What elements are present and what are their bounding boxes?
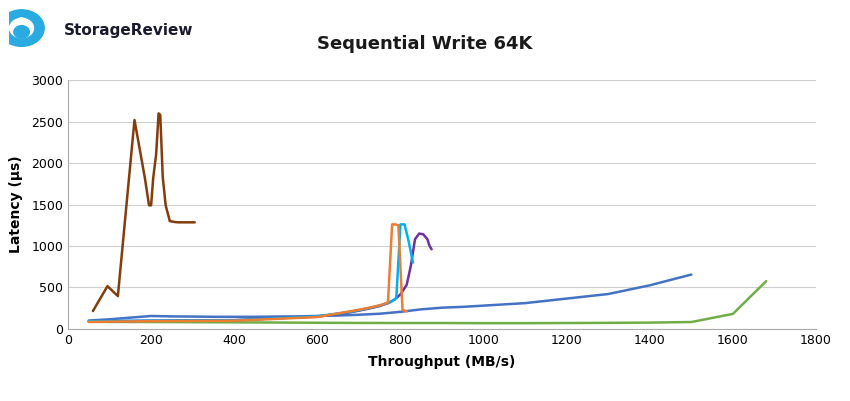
Circle shape xyxy=(14,26,29,38)
Text: StorageReview: StorageReview xyxy=(64,23,193,38)
Text: Sequential Write 64K: Sequential Write 64K xyxy=(317,35,533,53)
Circle shape xyxy=(16,18,27,26)
X-axis label: Throughput (MB/s): Throughput (MB/s) xyxy=(368,355,516,369)
Circle shape xyxy=(0,10,44,47)
Y-axis label: Latency (µs): Latency (µs) xyxy=(9,156,23,253)
Circle shape xyxy=(9,18,33,38)
